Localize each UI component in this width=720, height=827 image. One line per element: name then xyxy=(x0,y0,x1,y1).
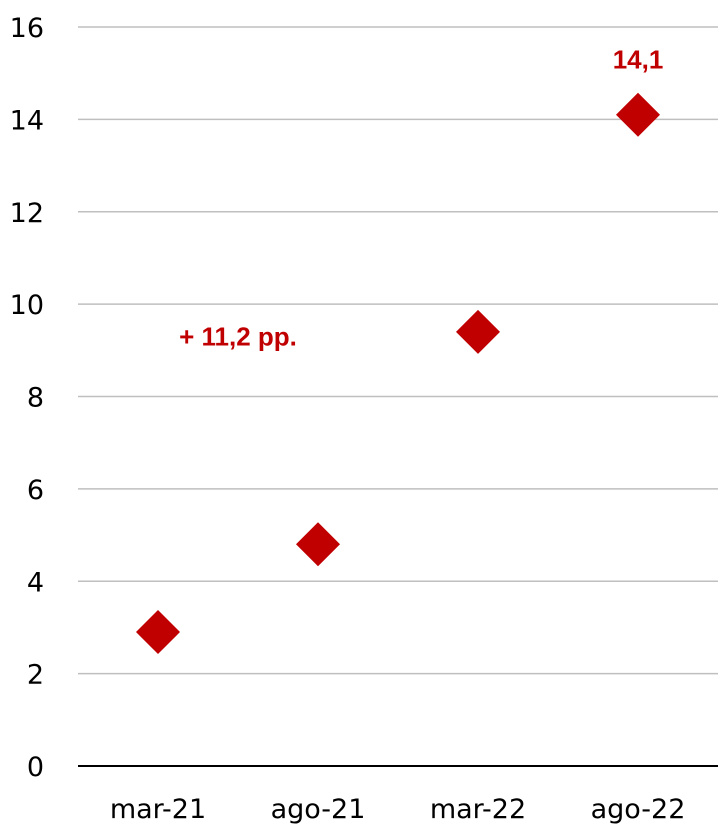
y-tick-label: 10 xyxy=(10,290,44,321)
data-point-diamond xyxy=(296,522,340,567)
y-tick-label: 8 xyxy=(27,383,44,414)
x-tick-label: mar-21 xyxy=(110,794,206,825)
annotation-last-value: 14,1 xyxy=(613,44,664,74)
y-tick-label: 4 xyxy=(27,567,44,598)
y-axis: 0 2 4 6 8 10 12 14 16 xyxy=(10,13,44,783)
data-point-diamond xyxy=(616,92,660,137)
x-tick-label: ago-22 xyxy=(591,794,686,825)
data-point-diamond xyxy=(136,610,180,655)
annotation-change: + 11,2 pp. xyxy=(179,321,297,351)
y-tick-label: 14 xyxy=(10,105,44,136)
x-tick-label: mar-22 xyxy=(430,794,526,825)
y-tick-label: 6 xyxy=(27,475,44,506)
annotations: 14,1 + 11,2 pp. xyxy=(179,44,663,351)
data-point-diamond xyxy=(456,309,500,354)
y-tick-label: 16 xyxy=(10,13,44,44)
x-tick-label: ago-21 xyxy=(271,794,366,825)
data-points xyxy=(136,92,660,655)
gridlines xyxy=(78,26,718,675)
x-axis: mar-21 ago-21 mar-22 ago-22 xyxy=(78,765,718,825)
y-tick-label: 12 xyxy=(10,198,44,229)
y-tick-label: 0 xyxy=(27,752,44,783)
y-tick-label: 2 xyxy=(27,660,44,691)
